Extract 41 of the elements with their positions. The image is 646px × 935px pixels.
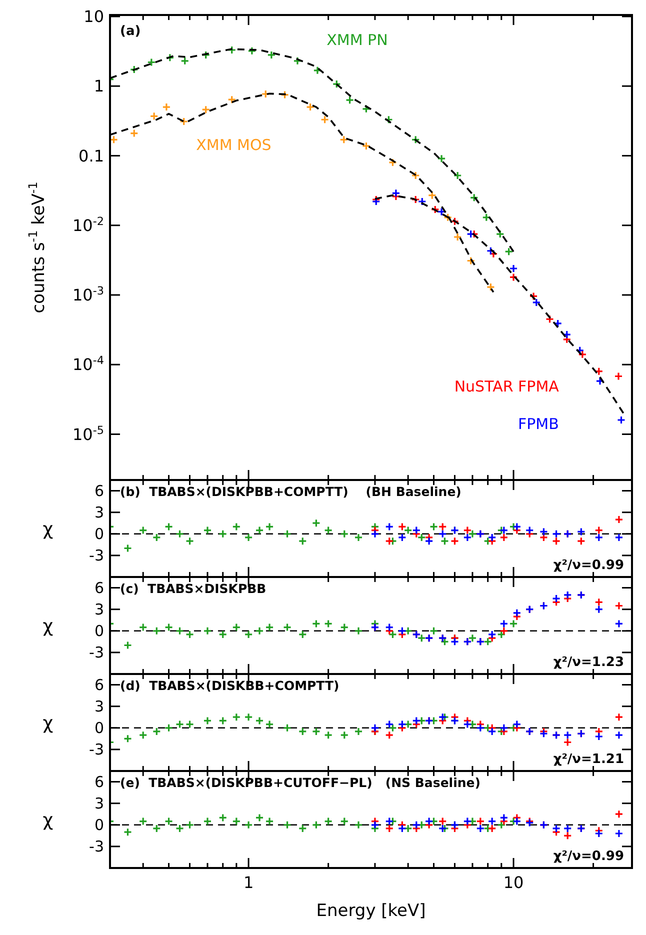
y-axis-title: χ — [42, 810, 54, 831]
y-tick-label: 3 — [94, 698, 104, 716]
y-tick-label: 6 — [94, 773, 104, 792]
y-tick-label: 3 — [94, 600, 104, 619]
y-tick-label: 0 — [94, 622, 104, 640]
x-axis-title: Energy [keV] — [316, 901, 426, 921]
y-tick-label: 0 — [94, 525, 104, 544]
chart-title: (e) TBABS×(DISKPBB+CUTOFF−PL) (NS Baseline) — [120, 775, 480, 790]
text: FPMB — [518, 414, 559, 433]
y-tick-label: -3 — [89, 740, 104, 759]
y-tick-label: 6 — [94, 579, 104, 598]
y-tick-label: 0 — [94, 719, 104, 738]
annotation: χ²/ν=1.23 — [553, 655, 624, 670]
y-tick-label: 1 — [94, 76, 104, 96]
y-tick-label: 0 — [94, 816, 104, 834]
y-tick-label: -3 — [89, 546, 104, 565]
y-tick-label: 10$^{-2}$ — [72, 214, 104, 235]
text: (a) — [120, 24, 141, 39]
y-axis-title: χ — [42, 712, 54, 734]
y-axis-title: χ — [42, 518, 54, 540]
y-tick-label: -3 — [89, 644, 104, 662]
y-axis-title: χ — [42, 616, 54, 637]
annotation: χ²/ν=0.99 — [553, 849, 624, 864]
y-tick-label: 6 — [94, 676, 104, 694]
series-label: XMM MOS — [196, 136, 272, 154]
y-tick-label: 0.1 — [78, 146, 104, 166]
chart-title: (c) TBABS×DISKPBB — [120, 581, 266, 596]
chart-title: (b) TBABS×(DISKPBB+COMPTT) (BH Baseline) — [120, 484, 462, 499]
annotation: χ²/ν=1.21 — [553, 752, 624, 767]
annotation: χ²/ν=0.99 — [553, 558, 624, 573]
chart-title: (d) TBABS×(DISKBB+COMPTT) — [120, 678, 340, 693]
y-tick-label: 3 — [94, 504, 104, 522]
y-tick-label: -3 — [89, 838, 104, 856]
y-tick-label: 10$^{-4}$ — [72, 354, 104, 374]
y-tick-label: 10$^{-5}$ — [72, 423, 104, 444]
series-label: XMM PN — [326, 31, 388, 50]
y-tick-label: 3 — [94, 794, 104, 813]
y-tick-label: 6 — [94, 482, 104, 500]
y-tick-label: 10 — [84, 7, 104, 26]
y-tick-label: 10$^{-3}$ — [72, 284, 104, 305]
text: NuSTAR FPMA — [454, 378, 560, 396]
